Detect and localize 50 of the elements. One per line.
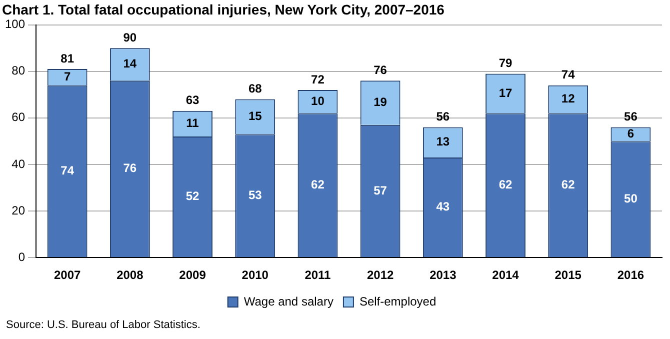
- data-label: 12: [561, 92, 576, 106]
- x-tick-label: 2013: [430, 268, 457, 282]
- data-label: 52: [186, 189, 200, 204]
- data-label: 6: [627, 126, 634, 141]
- data-label: 76: [123, 161, 137, 176]
- x-tick-label: 2011: [304, 268, 332, 282]
- source-note: Source: U.S. Bureau of Labor Statistics.: [6, 319, 200, 331]
- data-label: 62: [498, 177, 512, 192]
- total-label: 68: [248, 82, 262, 96]
- y-tick-label: 0: [18, 250, 26, 264]
- total-label: 56: [624, 110, 638, 124]
- data-label: 13: [436, 134, 450, 149]
- x-tick-label: 2008: [116, 268, 144, 282]
- data-label: 15: [248, 109, 262, 124]
- data-label: 7: [64, 69, 71, 84]
- total-label: 56: [436, 110, 450, 124]
- data-label: 11: [186, 116, 200, 130]
- y-tick-label: 40: [12, 156, 26, 171]
- data-label: 10: [311, 94, 325, 108]
- data-label: 50: [624, 191, 638, 206]
- legend-label: Wage and salary: [244, 294, 334, 308]
- data-label: 74: [60, 164, 74, 178]
- x-tick-label: 2014: [492, 268, 520, 282]
- data-label: 14: [123, 56, 137, 71]
- data-label: 62: [311, 177, 325, 192]
- total-label: 72: [311, 72, 325, 86]
- x-tick-label: 2015: [554, 268, 582, 282]
- x-tick-label: 2012: [366, 268, 394, 282]
- data-label: 57: [374, 183, 388, 198]
- data-label: 19: [374, 95, 388, 110]
- total-label: 76: [374, 62, 388, 77]
- chart-title: Chart 1. Total fatal occupational injuries, New York City, 2007–2016: [2, 1, 445, 18]
- x-tick-label: 2010: [242, 268, 269, 282]
- total-label: 63: [186, 93, 200, 108]
- x-tick-label: 2009: [179, 268, 206, 282]
- y-tick-label: 100: [4, 17, 26, 32]
- data-label: 62: [561, 177, 576, 192]
- x-tick-label: 2016: [617, 268, 644, 282]
- data-label: 43: [436, 200, 450, 214]
- total-label: 90: [123, 30, 137, 44]
- y-tick-label: 80: [12, 64, 26, 78]
- x-tick-label: 2007: [54, 268, 81, 282]
- total-label: 79: [498, 56, 512, 70]
- data-label: 17: [498, 86, 512, 100]
- total-label: 74: [561, 68, 576, 82]
- data-label: 53: [248, 188, 262, 202]
- legend-label: Self-employed: [359, 294, 436, 308]
- y-tick-label: 60: [12, 110, 26, 124]
- y-tick-label: 20: [12, 203, 26, 218]
- total-label: 81: [60, 51, 74, 66]
